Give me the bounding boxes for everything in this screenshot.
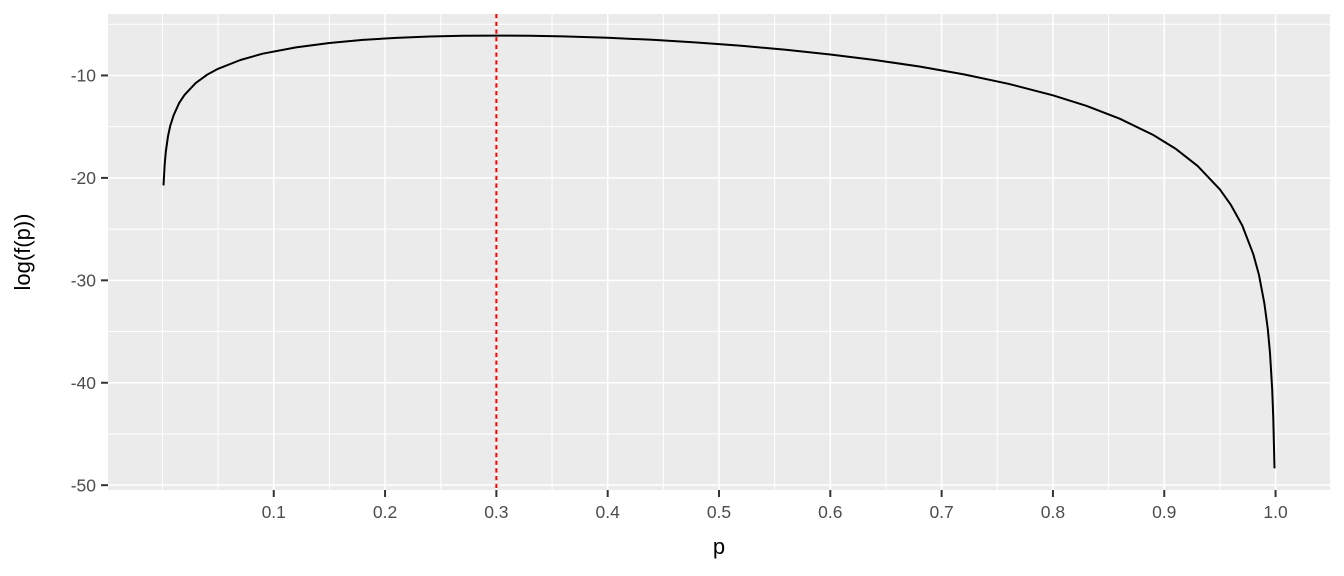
x-axis-title: p xyxy=(713,534,725,559)
plot-area: 0.1 0.2 0.3 0.4 0.5 0.6 0.7 0.8 0.9 1.0 -10 -20 -30 -… xyxy=(71,14,1330,522)
y-tick-label: -20 xyxy=(71,168,97,188)
x-tick-label: 0.5 xyxy=(707,502,731,522)
y-tick-label: -50 xyxy=(71,475,97,495)
x-tick-label: 0.6 xyxy=(818,502,842,522)
x-tick-label: 0.7 xyxy=(929,502,953,522)
x-tick-label: 0.4 xyxy=(596,502,621,522)
y-tick-label: -40 xyxy=(71,373,97,393)
x-tick-label: 0.3 xyxy=(484,502,508,522)
y-tick-label: -30 xyxy=(71,270,97,290)
likelihood-curve xyxy=(162,34,1276,469)
x-tick-label: 0.2 xyxy=(373,502,397,522)
x-tick-label: 0.8 xyxy=(1041,502,1065,522)
x-tick-label: 1.0 xyxy=(1263,502,1288,522)
x-tick-label: 0.9 xyxy=(1152,502,1176,522)
x-tick-label: 0.1 xyxy=(262,502,286,522)
y-axis-title: log(f(p)) xyxy=(10,213,35,290)
y-tick-label: -10 xyxy=(71,66,97,86)
